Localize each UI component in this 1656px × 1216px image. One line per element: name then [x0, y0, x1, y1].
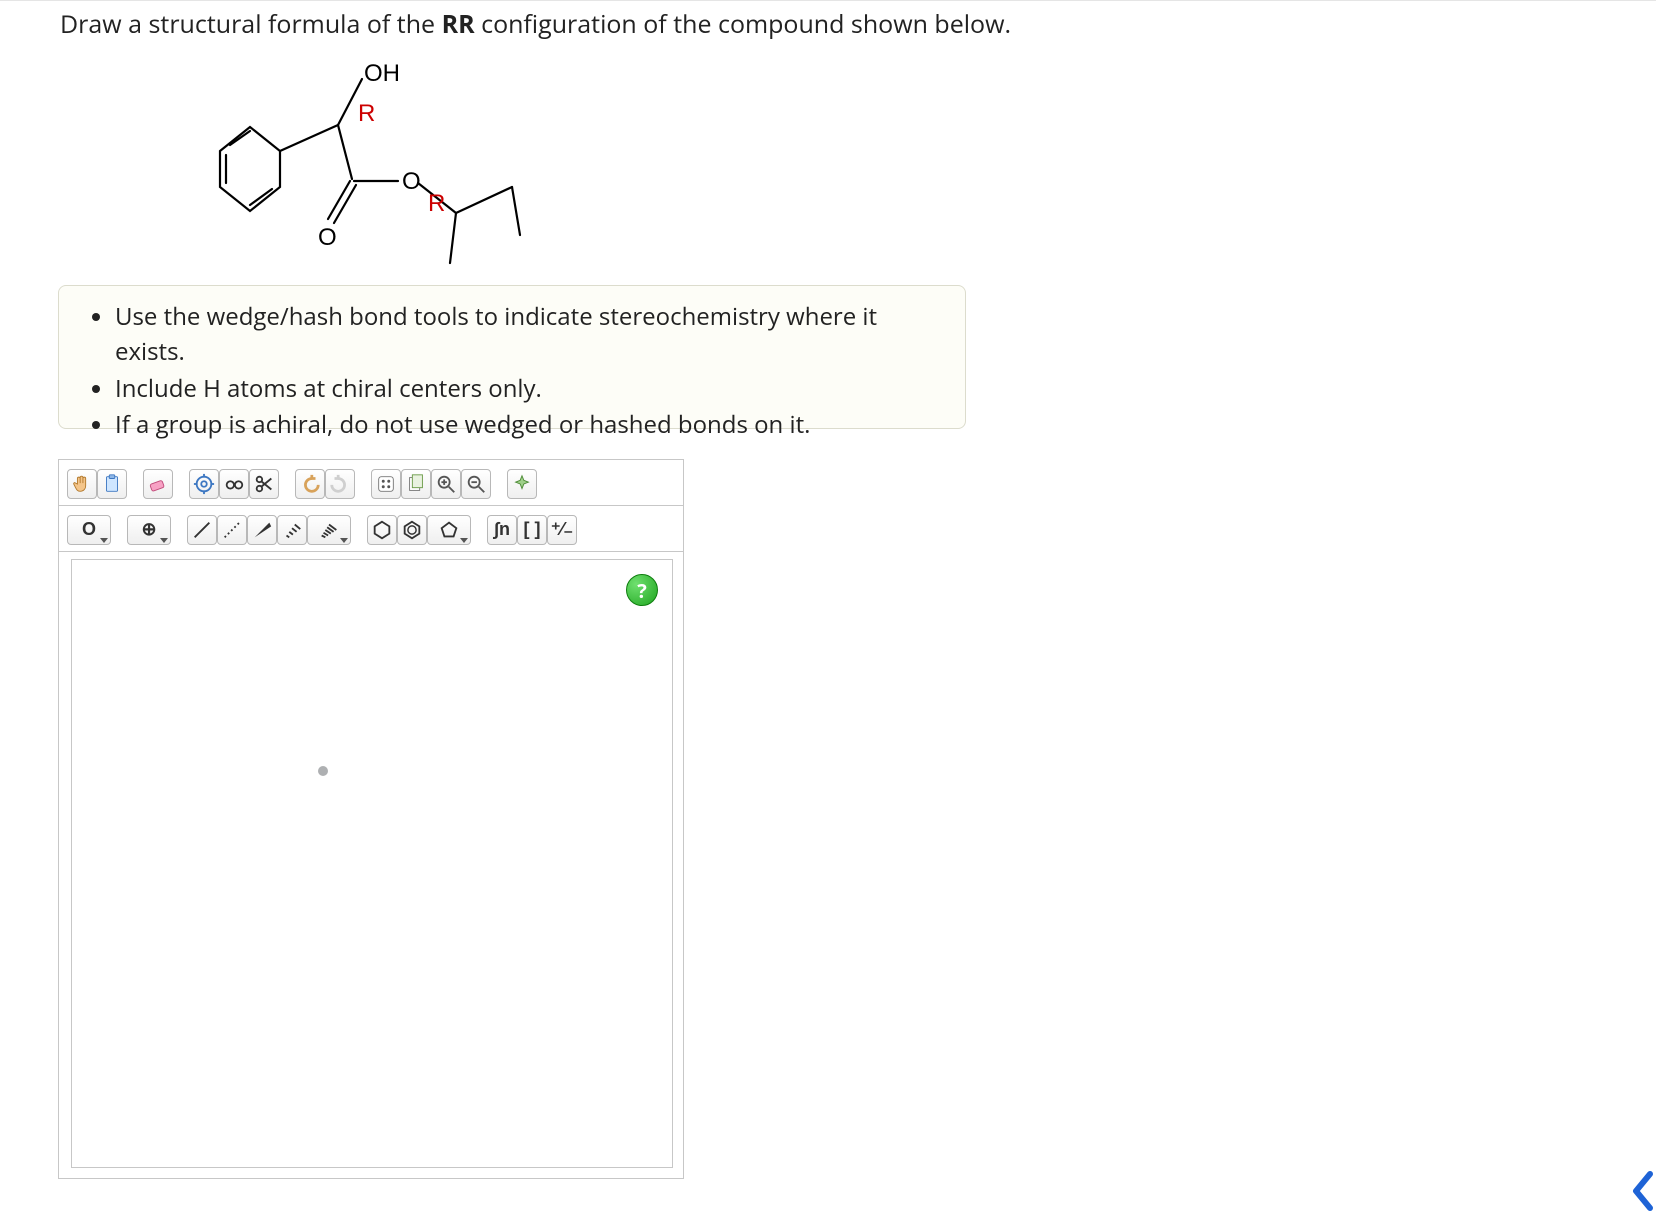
pan-tool-icon [71, 473, 93, 495]
curve-tool-button[interactable]: ∫n [487, 515, 517, 545]
redo-icon[interactable] [325, 469, 355, 499]
drawing-canvas[interactable]: ? [71, 559, 673, 1168]
paste-icon[interactable] [97, 469, 127, 499]
paste-icon [101, 473, 123, 495]
question-suffix: configuration of the compound shown belo… [475, 7, 1011, 41]
hexagon-ring-button [371, 519, 393, 541]
zoom-in-icon [435, 473, 457, 495]
curve-tool-button-label: ∫n [494, 519, 510, 540]
dotted-bond-button [221, 519, 243, 541]
cut-icon[interactable] [249, 469, 279, 499]
question-bold: RR [442, 7, 475, 41]
pentagon-ring-button [438, 519, 460, 541]
atom-button[interactable]: O [67, 515, 111, 545]
dotted-bond-button[interactable] [217, 515, 247, 545]
undo-icon[interactable] [295, 469, 325, 499]
redo-icon [329, 473, 351, 495]
zoom-out-icon[interactable] [461, 469, 491, 499]
double-hash-bond-button [318, 519, 340, 541]
dice-icon[interactable] [371, 469, 401, 499]
eraser-icon[interactable] [143, 469, 173, 499]
glasses-icon [223, 473, 245, 495]
zoom-out-icon [465, 473, 487, 495]
expand-button-label: ⁺⁄₋ [551, 519, 573, 540]
molecule-label-r2: R [428, 190, 445, 217]
chevron-down-icon [100, 538, 108, 543]
eraser-icon [147, 473, 169, 495]
question-prefix: Draw a structural formula of the [60, 7, 442, 41]
expand-button[interactable]: ⁺⁄₋ [547, 515, 577, 545]
next-chevron-icon[interactable] [1628, 1170, 1656, 1212]
single-bond-button [191, 519, 213, 541]
pan-tool-icon[interactable] [67, 469, 97, 499]
wedge-bond-button[interactable] [247, 515, 277, 545]
zoom-in-icon[interactable] [431, 469, 461, 499]
instructions-box: Use the wedge/hash bond tools to indicat… [58, 285, 966, 429]
toolbar-row-2: O ⊕ ∫n [ ] ⁺⁄₋ [59, 506, 683, 552]
benzene-ring-button[interactable] [397, 515, 427, 545]
molecule-label-o-carbonyl: O [318, 224, 337, 251]
chevron-down-icon [160, 538, 168, 543]
dice-icon [375, 473, 397, 495]
copy-image-icon [405, 473, 427, 495]
atom-button-label: O [82, 519, 96, 540]
glasses-icon[interactable] [219, 469, 249, 499]
pentagon-ring-button[interactable] [427, 515, 471, 545]
help-button[interactable]: ? [626, 574, 658, 606]
chevron-down-icon [340, 538, 348, 543]
molecule-label-r1: R [358, 100, 375, 127]
question-text: Draw a structural formula of the RR conf… [60, 7, 1011, 42]
hexagon-ring-button[interactable] [367, 515, 397, 545]
help-icon-label: ? [637, 577, 647, 604]
bracket-button[interactable]: [ ] [517, 515, 547, 545]
chevron-down-icon [460, 538, 468, 543]
bracket-button-label: [ ] [524, 519, 541, 540]
charge-add-button[interactable]: ⊕ [127, 515, 171, 545]
molecule-label-o-ester: O [402, 168, 421, 195]
toolbar-row-1 [59, 460, 683, 506]
wedge-bond-button [251, 519, 273, 541]
molecule-editor: O ⊕ ∫n [ ] ⁺⁄₋ ? [58, 459, 684, 1179]
molecule-label-oh: OH [364, 61, 400, 87]
clean-icon [511, 473, 533, 495]
cut-icon [253, 473, 275, 495]
hash-bond-button [281, 519, 303, 541]
molecule-svg: OH R O R O [180, 61, 580, 281]
clean-icon[interactable] [507, 469, 537, 499]
charge-add-button-label: ⊕ [141, 519, 156, 540]
benzene-ring-button [401, 519, 423, 541]
double-hash-bond-button[interactable] [307, 515, 351, 545]
target-icon [193, 473, 215, 495]
target-icon[interactable] [189, 469, 219, 499]
instruction-item: If a group is achiral, do not use wedged… [115, 408, 937, 443]
single-bond-button[interactable] [187, 515, 217, 545]
instruction-item: Use the wedge/hash bond tools to indicat… [115, 300, 937, 370]
undo-icon [299, 473, 321, 495]
instruction-item: Include H atoms at chiral centers only. [115, 372, 937, 407]
canvas-origin-dot [318, 766, 328, 776]
hash-bond-button[interactable] [277, 515, 307, 545]
copy-image-icon[interactable] [401, 469, 431, 499]
